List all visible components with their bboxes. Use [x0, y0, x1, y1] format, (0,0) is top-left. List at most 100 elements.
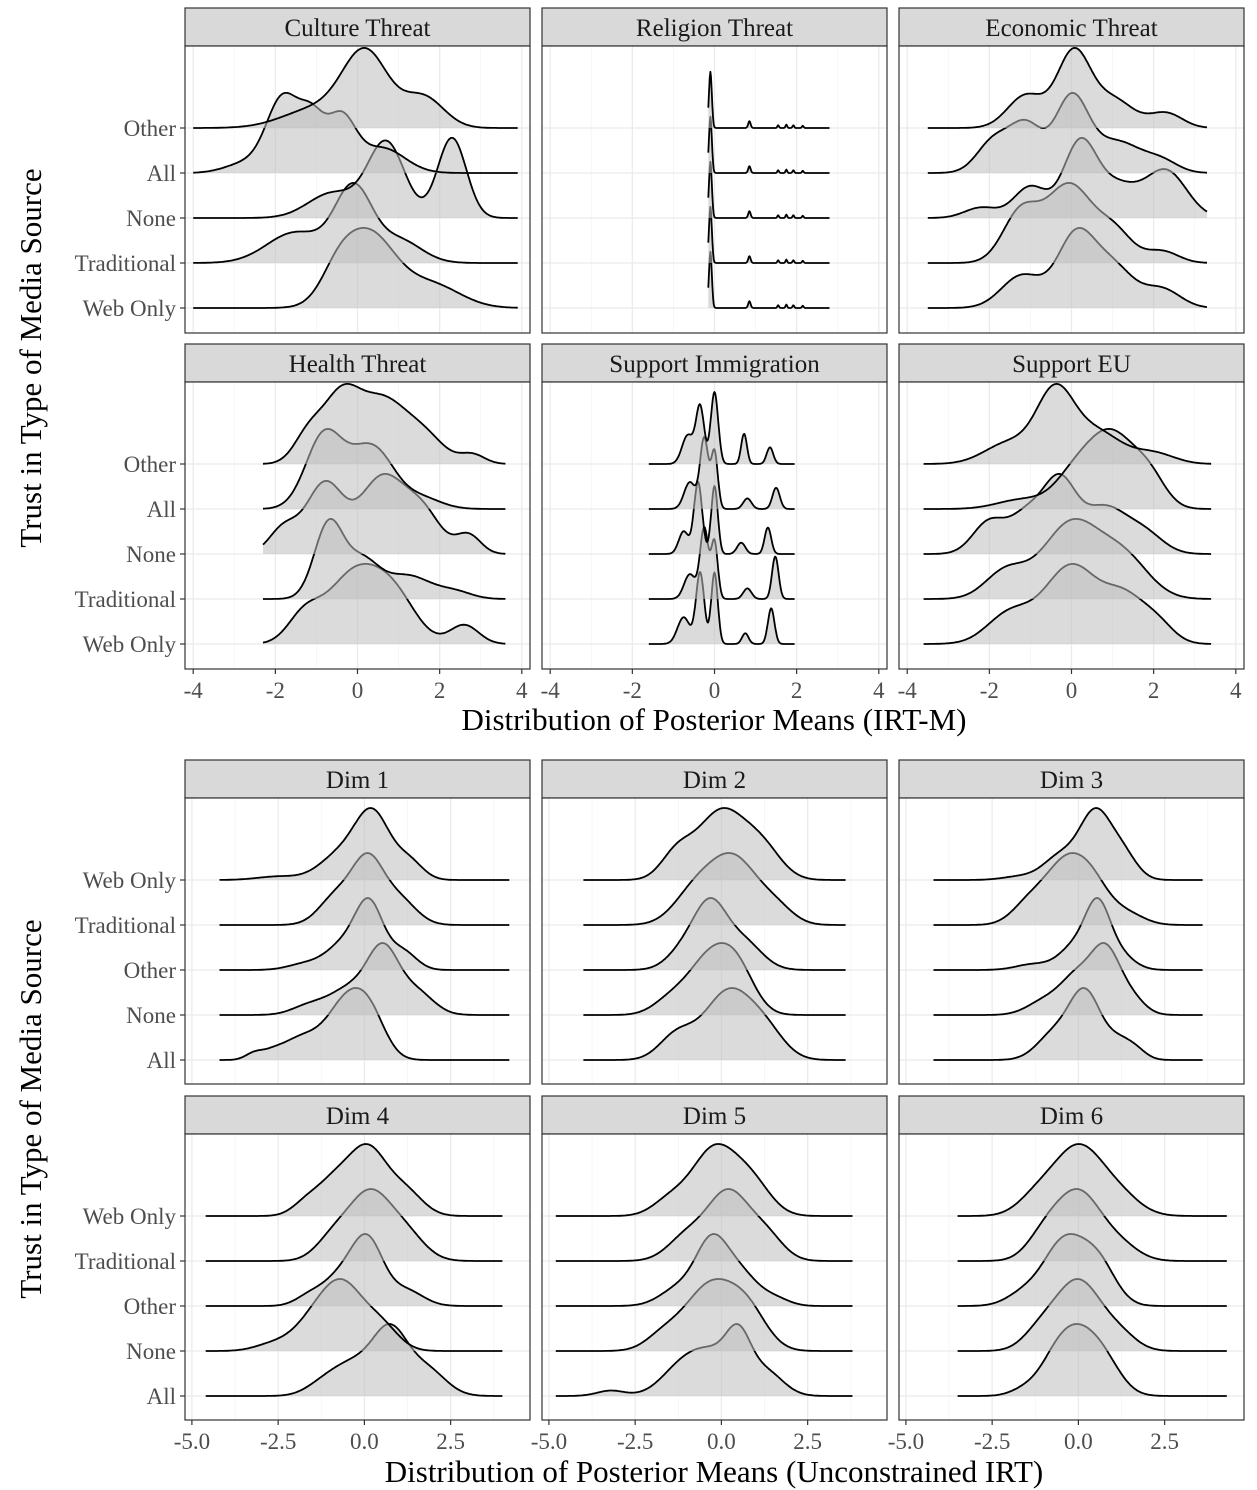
- ridge-density-line: [648, 481, 795, 555]
- x-tick-label: 2.5: [436, 1429, 465, 1454]
- ridge-web-only: [933, 807, 1203, 881]
- ridge-density-line: [933, 942, 1203, 1016]
- x-tick-label: -2: [623, 678, 642, 703]
- ridge-density-fill: [933, 853, 1203, 925]
- x-tick-label: 0.0: [707, 1429, 736, 1454]
- ridge-density-line: [193, 137, 518, 219]
- facet-title: Dim 4: [326, 1103, 390, 1130]
- ridge-density-line: [923, 383, 1212, 465]
- ridge-density-line: [707, 70, 830, 129]
- ridge-density-fill: [583, 943, 846, 1015]
- y-tick-label: All: [147, 1384, 176, 1409]
- x-tick-label: 2: [434, 678, 446, 703]
- facet-panel: Support Immigration -4 -2 0 2 4: [541, 343, 888, 703]
- ridge-density-fill: [648, 482, 795, 554]
- facet-title: Health Threat: [289, 351, 427, 378]
- ridge-density-line: [205, 1323, 503, 1397]
- x-tick-label: 2: [791, 678, 803, 703]
- ridge-density-line: [555, 1143, 853, 1217]
- x-tick-label: 0.0: [350, 1429, 379, 1454]
- ridge-density-line: [193, 47, 518, 129]
- ridge-traditional: [648, 526, 795, 600]
- panel-border: [184, 45, 531, 334]
- x-tick-label: -2: [980, 678, 999, 703]
- ridge-density-fill: [205, 1189, 503, 1261]
- ridge-density-fill: [583, 898, 846, 970]
- panel-border: [184, 797, 531, 1085]
- x-tick-label: -4: [184, 678, 204, 703]
- ridge-density-fill: [923, 563, 1212, 644]
- x-tick-label: -4: [541, 678, 561, 703]
- ridge-density-fill: [205, 1279, 503, 1351]
- ridge-other: [927, 47, 1208, 129]
- y-tick-label: Web Only: [83, 632, 177, 657]
- ridge-density-fill: [219, 898, 510, 970]
- x-tick-label: 4: [516, 678, 528, 703]
- ridge-density-fill: [205, 1234, 503, 1306]
- x-tick-label: 2.5: [1150, 1429, 1179, 1454]
- y-axis-title: Trust in Type of Media Source: [13, 919, 48, 1298]
- facet-strip: [541, 759, 888, 799]
- facet-title: Support Immigration: [609, 351, 820, 378]
- ridge-web-only: [957, 1143, 1227, 1217]
- x-tick-label: 0: [709, 678, 721, 703]
- ridge-web-only: [648, 571, 795, 645]
- x-tick-label: 2: [1148, 678, 1160, 703]
- y-tick-label: All: [147, 161, 176, 186]
- ridge-web-only: [583, 807, 846, 881]
- ridge-web-only: [219, 807, 510, 881]
- ridge-density-fill: [933, 943, 1203, 1015]
- ridge-all: [648, 436, 795, 510]
- ridge-density-line: [648, 526, 795, 600]
- facet-strip: [541, 7, 888, 47]
- ridge-density-fill: [927, 92, 1207, 173]
- facet-panel: Health Threat Other All None Traditional Web …: [75, 343, 531, 703]
- y-tick-label: Traditional: [75, 1249, 176, 1274]
- x-tick-label: 4: [1230, 678, 1242, 703]
- ridge-all: [205, 1323, 503, 1397]
- x-tick-label: -2: [266, 678, 285, 703]
- y-tick-label: None: [126, 542, 176, 567]
- ridge-density-line: [262, 383, 506, 465]
- facet-panel: Culture Threat Other All None Traditional Web…: [75, 7, 531, 334]
- ridge-all: [707, 115, 830, 174]
- ridge-density-fill: [583, 853, 846, 925]
- ridge-other: [707, 70, 830, 129]
- x-tick-label: -4: [898, 678, 918, 703]
- y-tick-label: Traditional: [75, 913, 176, 938]
- facet-title: Dim 2: [683, 767, 746, 794]
- ridge-density-fill: [923, 473, 1212, 554]
- facet-title: Dim 5: [683, 1103, 746, 1130]
- ridge-other: [933, 897, 1203, 971]
- ridge-density-line: [927, 47, 1208, 129]
- ridge-density-fill: [927, 47, 1207, 128]
- ridge-density-fill: [555, 1279, 853, 1351]
- panel-border: [898, 45, 1245, 334]
- ridge-density-line: [648, 436, 795, 510]
- ridge-density-fill: [957, 1234, 1227, 1306]
- ridge-traditional: [707, 205, 830, 264]
- ridge-density-fill: [263, 563, 506, 644]
- panel-border: [898, 1133, 1245, 1421]
- x-tick-label: -5.0: [174, 1429, 210, 1454]
- facet-strip: [184, 7, 531, 47]
- facet-strip: [184, 343, 531, 383]
- ridge-other: [262, 383, 506, 465]
- facet-strip: [184, 1095, 531, 1135]
- facet-panel: Religion Threat: [541, 7, 888, 334]
- ridge-density-fill: [648, 572, 795, 644]
- ridge-density-fill: [923, 428, 1212, 509]
- ridge-density-fill: [193, 137, 518, 218]
- facet-title: Support EU: [1012, 351, 1131, 378]
- facet-title: Dim 1: [326, 767, 389, 794]
- ridge-other: [923, 383, 1212, 465]
- y-tick-label: Web Only: [83, 296, 177, 321]
- y-tick-label: Web Only: [83, 868, 177, 893]
- ridge-density-fill: [927, 227, 1207, 308]
- panel-border: [541, 1133, 888, 1421]
- facet-panel: Dim 2: [541, 759, 888, 1085]
- y-tick-label: Traditional: [75, 251, 176, 276]
- facet-strip: [898, 7, 1245, 47]
- ridge-density-fill: [219, 853, 510, 925]
- ridge-density-line: [648, 391, 795, 465]
